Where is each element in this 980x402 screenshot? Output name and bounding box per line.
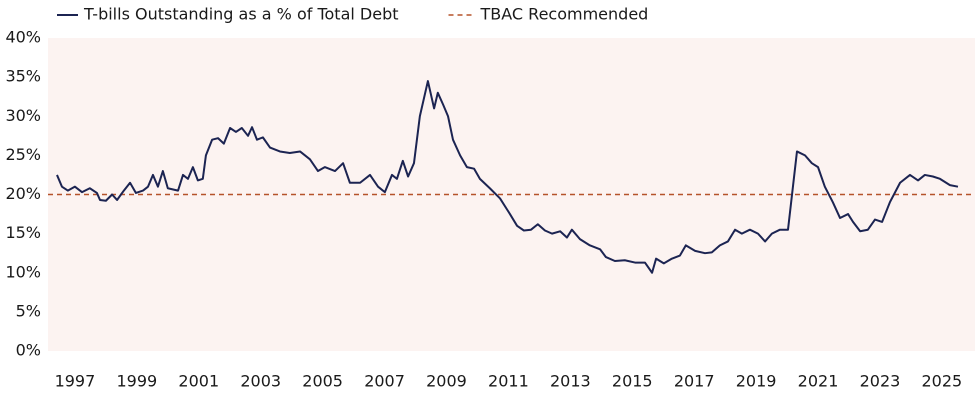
y-tick-label: 0% (16, 341, 41, 360)
y-tick-label: 30% (5, 106, 41, 125)
x-tick-label: 2015 (612, 372, 653, 391)
y-tick-label: 40% (5, 28, 41, 47)
y-tick-label: 20% (5, 184, 41, 203)
y-tick-label: 25% (5, 145, 41, 164)
x-tick-label: 2009 (426, 372, 467, 391)
x-tick-label: 2013 (550, 372, 591, 391)
y-tick-label: 10% (5, 262, 41, 281)
x-tick-label: 2001 (178, 372, 219, 391)
x-tick-label: 2025 (922, 372, 963, 391)
y-tick-label: 5% (16, 301, 41, 320)
x-tick-label: 2019 (736, 372, 777, 391)
x-tick-label: 2023 (860, 372, 901, 391)
x-tick-label: 2003 (240, 372, 281, 391)
x-tick-label: 2011 (488, 372, 529, 391)
x-tick-label: 2005 (302, 372, 343, 391)
x-tick-label: 2021 (798, 372, 839, 391)
y-tick-label: 35% (5, 67, 41, 86)
legend-label: TBAC Recommended (480, 5, 649, 24)
data-line (56, 80, 959, 274)
x-tick-label: 2017 (674, 372, 715, 391)
x-tick-label: 1999 (117, 372, 158, 391)
legend-label: T-bills Outstanding as a % of Total Debt (83, 5, 399, 24)
x-tick-label: 1997 (55, 372, 96, 391)
x-tick-label: 2007 (364, 372, 405, 391)
y-tick-label: 15% (5, 223, 41, 242)
